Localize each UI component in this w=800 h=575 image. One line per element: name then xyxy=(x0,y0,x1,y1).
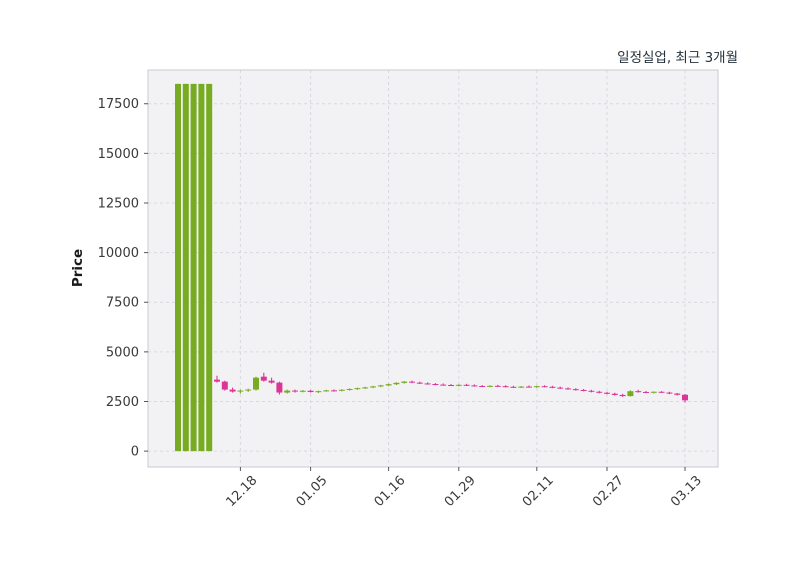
candle-body xyxy=(198,83,205,452)
grid xyxy=(148,70,718,467)
candle-body xyxy=(362,387,369,389)
candle-body xyxy=(518,386,525,388)
plot-border xyxy=(147,69,719,468)
candle-body xyxy=(206,83,213,452)
candle-body xyxy=(627,391,634,397)
candle-body xyxy=(666,392,673,394)
candle-body xyxy=(494,385,501,387)
candle-body xyxy=(315,391,322,393)
y-tick-label: 12500 xyxy=(98,196,139,211)
candle-body xyxy=(253,377,259,390)
candle-body xyxy=(619,394,626,397)
y-tick-label: 15000 xyxy=(98,147,139,162)
candle-body xyxy=(658,391,665,393)
candle-body xyxy=(175,83,181,452)
y-tick-label: 17500 xyxy=(98,97,139,112)
candle-body xyxy=(541,386,548,388)
x-tick-label: 12.18 xyxy=(223,473,260,510)
candles xyxy=(175,83,688,452)
candle-body xyxy=(588,390,595,392)
candle-body xyxy=(260,376,267,381)
candle-body xyxy=(674,393,681,395)
candle-body xyxy=(221,381,228,390)
candle-body xyxy=(385,384,392,386)
candle-body xyxy=(596,391,603,393)
candle-body xyxy=(323,390,330,392)
candle-body xyxy=(424,383,431,385)
candle-body xyxy=(338,389,345,391)
candle-body xyxy=(432,384,439,386)
x-tick-label: 02.11 xyxy=(520,473,557,510)
candle-body xyxy=(276,382,283,393)
x-tick-label: 02.27 xyxy=(590,473,627,510)
y-tick-label: 0 xyxy=(131,445,139,460)
candle-body xyxy=(370,386,376,388)
candle-body xyxy=(354,388,361,390)
candle-body xyxy=(650,391,657,393)
candle-body xyxy=(604,392,610,394)
candle-body xyxy=(580,389,587,391)
candle-body xyxy=(331,390,337,392)
candle-body xyxy=(611,393,618,395)
y-tick-label: 7500 xyxy=(106,296,139,311)
candle-body xyxy=(448,385,454,387)
x-tick-label: 01.05 xyxy=(294,473,331,510)
candle-body xyxy=(307,390,314,392)
candle-body xyxy=(557,387,564,389)
candle-body xyxy=(533,386,540,388)
candle-body xyxy=(549,386,556,388)
candle-body xyxy=(572,389,579,391)
candle-body xyxy=(245,389,252,391)
x-tick-label: 03.13 xyxy=(668,473,705,510)
candle-body xyxy=(487,385,493,387)
candle-body xyxy=(393,382,400,385)
y-tick-label: 2500 xyxy=(106,395,139,410)
candle-body xyxy=(455,384,462,386)
candle-body xyxy=(463,384,470,386)
candle-body xyxy=(190,83,197,452)
candle-body xyxy=(409,381,415,383)
plot-background xyxy=(148,70,718,467)
candle-body xyxy=(471,385,478,387)
candle-body xyxy=(682,394,688,401)
candle-body xyxy=(268,380,275,383)
candle-body xyxy=(284,390,291,393)
candle-body xyxy=(214,379,220,382)
candle-body xyxy=(635,391,642,393)
x-tick-label: 01.29 xyxy=(442,473,479,510)
candle-body xyxy=(377,385,384,387)
candle-body xyxy=(237,390,244,392)
y-tick-label: 10000 xyxy=(98,246,139,261)
y-axis-label: Price xyxy=(70,248,86,288)
candle-body xyxy=(510,386,517,388)
candle-body xyxy=(643,391,649,393)
candle-body xyxy=(502,386,509,388)
candle-body xyxy=(292,390,298,392)
candle-body xyxy=(526,386,532,388)
candle-body xyxy=(440,384,447,386)
candle-body xyxy=(416,382,423,384)
candle-body xyxy=(299,390,306,392)
candle-body xyxy=(182,83,189,452)
chart-title: 일정실업, 최근 3개월 xyxy=(617,50,738,66)
candle-body xyxy=(401,381,408,383)
candle-body xyxy=(229,389,236,392)
candle-body xyxy=(565,388,571,390)
candle-body xyxy=(346,388,353,390)
x-tick-label: 01.16 xyxy=(372,473,409,510)
candle-body xyxy=(479,386,486,388)
y-tick-label: 5000 xyxy=(106,345,139,360)
